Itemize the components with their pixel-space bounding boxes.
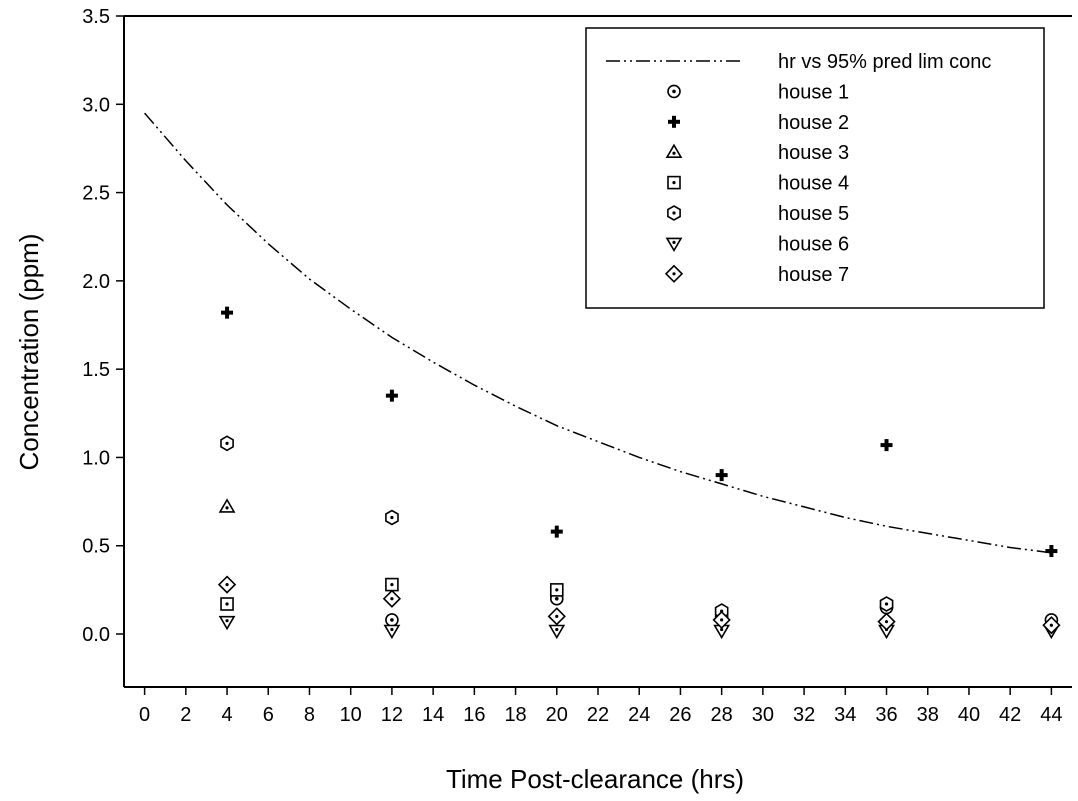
x-tick-label: 30	[752, 704, 774, 726]
x-tick-label: 16	[463, 704, 485, 726]
y-tick-label: 2.0	[82, 271, 110, 293]
legend-label-house-3: house 3	[778, 142, 849, 164]
legend-label-curve: hr vs 95% pred lim conc	[778, 51, 991, 73]
data-point-house-7	[712, 610, 731, 630]
x-tick-label: 32	[793, 704, 815, 726]
legend-label-house-1: house 1	[778, 81, 849, 103]
data-point-house-7	[1042, 616, 1061, 635]
y-tick-label: 1.5	[82, 359, 110, 381]
data-point-house-2	[385, 389, 398, 402]
x-tick-label: 20	[546, 704, 568, 726]
data-point-house-7	[547, 607, 566, 626]
data-point-house-1	[385, 613, 399, 627]
legend-label-house-2: house 2	[778, 112, 849, 134]
x-tick-label: 26	[669, 704, 691, 726]
legend-marker-house-7	[664, 264, 684, 283]
y-tick-label: 0.0	[82, 624, 110, 646]
x-tick-label: 18	[504, 704, 526, 726]
data-point-house-2	[221, 306, 234, 319]
legend-label-house-7: house 7	[778, 264, 849, 286]
legend-marker-house-6	[665, 237, 683, 252]
x-tick-label: 40	[958, 704, 980, 726]
data-point-house-4	[220, 597, 234, 611]
data-point-house-4	[549, 583, 564, 597]
x-tick-label: 10	[340, 704, 362, 726]
x-tick-label: 14	[422, 704, 444, 726]
legend-marker-house-4	[667, 175, 681, 190]
x-axis-title: Time Post-clearance (hrs)	[446, 764, 744, 794]
legend-box	[585, 27, 1045, 309]
data-point-house-6	[383, 624, 401, 640]
y-tick-label: 2.5	[82, 183, 110, 205]
data-point-house-3	[218, 498, 236, 513]
axes: 0 2 4 6 8 10 12 14 16 18 20 22 24 26 28 30 32 34 36 38 40 42 4…	[82, 6, 1072, 726]
x-tick-label: 42	[999, 704, 1021, 726]
data-point-house-7	[877, 612, 896, 631]
y-axis-title: Concentration (ppm)	[14, 234, 44, 471]
data-point-house-6	[218, 615, 236, 631]
data-point-house-7	[382, 589, 402, 608]
x-tick-label: 44	[1040, 704, 1062, 726]
y-tick-label: 0.5	[82, 536, 110, 558]
x-tick-label: 12	[381, 704, 403, 726]
x-tick-label: 6	[263, 704, 274, 726]
x-tick-label: 34	[834, 704, 856, 726]
data-point-house-2	[550, 525, 563, 538]
y-tick-label: 3.5	[82, 6, 110, 28]
x-tick-label: 4	[221, 704, 232, 726]
x-tick-label: 22	[587, 704, 609, 726]
data-point-house-4	[385, 577, 399, 592]
x-tick-label: 38	[917, 704, 939, 726]
legend-marker-house-3	[665, 143, 683, 158]
x-tick-label: 24	[628, 704, 650, 726]
x-tick-label: 36	[875, 704, 897, 726]
data-point-house-5	[220, 435, 234, 452]
x-tick-label: 0	[139, 704, 150, 726]
x-tick-label: 28	[711, 704, 733, 726]
legend-label-house-5: house 5	[778, 203, 849, 225]
legend-label-house-6: house 6	[778, 233, 849, 255]
data-point-house-6	[548, 624, 566, 640]
prediction-curve-layer	[144, 112, 1052, 554]
legend: hr vs 95% pred lim conc house 1 house 2 hou…	[585, 27, 1045, 309]
data-point-house-2	[1045, 545, 1058, 558]
y-tick-label: 1.0	[82, 447, 110, 469]
data-point-house-2	[715, 469, 728, 482]
data-points-layer	[217, 306, 1061, 640]
legend-marker-house-2	[668, 115, 680, 128]
legend-marker-house-5	[667, 205, 681, 221]
data-point-house-2	[880, 439, 893, 452]
data-point-house-7	[217, 575, 237, 594]
legend-label-house-4: house 4	[778, 173, 849, 195]
legend-marker-house-1	[667, 84, 681, 99]
x-tick-label: 2	[180, 704, 191, 726]
data-point-house-5	[385, 509, 399, 526]
x-tick-label: 8	[304, 704, 315, 726]
y-tick-label: 3.0	[82, 94, 110, 116]
data-point-house-5	[879, 596, 894, 612]
prediction-curve	[144, 112, 1052, 554]
